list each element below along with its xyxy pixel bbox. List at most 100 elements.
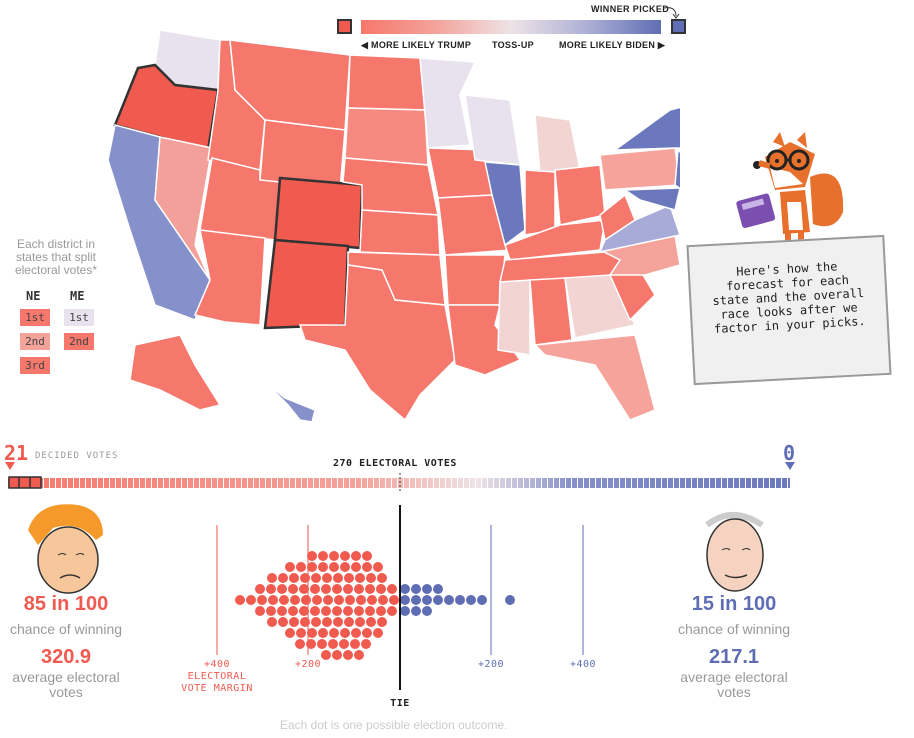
legend-trump-swatch [337, 19, 352, 34]
outcome-dot-trump [255, 606, 265, 616]
outcome-dot-trump [321, 606, 331, 616]
biden-marker-icon [785, 462, 795, 470]
mascot-speech-bubble: Here's how the forecast for each state a… [686, 234, 892, 386]
state-mn [419, 57, 477, 149]
state-ar [444, 254, 506, 306]
outcome-dot-trump [376, 584, 386, 594]
outcome-dot-trump [311, 617, 321, 627]
outcome-dot-trump [345, 595, 355, 605]
trump-decided-votes: 21 [4, 441, 29, 465]
outcome-dot-trump [307, 562, 317, 572]
outcome-dot-trump [266, 584, 276, 594]
trump-marker-icon [5, 462, 15, 470]
outcome-dot-trump [351, 628, 361, 638]
state-ak [129, 334, 222, 411]
outcome-dot-trump [318, 562, 328, 572]
outcome-dot-trump [366, 617, 376, 627]
outcome-dot-trump [362, 551, 372, 561]
state-ks [359, 209, 441, 256]
axis-trump-200: +200 [294, 659, 322, 670]
district-me-1st[interactable]: 1st [64, 309, 94, 326]
outcome-dot-trump [277, 606, 287, 616]
outcome-dot-trump [317, 639, 327, 649]
outcome-dot-trump [290, 595, 300, 605]
legend-trump-label: ◀ MORE LIKELY TRUMP [361, 40, 472, 50]
district-me-2nd[interactable]: 2nd [64, 333, 94, 350]
outcome-dot-trump [311, 573, 321, 583]
outcome-dot-trump [362, 562, 372, 572]
outcome-dot-trump [288, 584, 298, 594]
outcome-dot-trump [295, 639, 305, 649]
outcome-dot-trump [340, 628, 350, 638]
state-oh [554, 164, 606, 226]
biden-average-votes: 217.1 [708, 646, 760, 668]
outcome-dot-biden [411, 606, 421, 616]
trump-average-votes: 320.9 [40, 646, 92, 668]
outcome-dot-trump [235, 595, 245, 605]
state-md [622, 187, 680, 211]
decided-votes-label: DECIDED VOTES [35, 451, 119, 461]
axis-trump-400: +400 [203, 659, 231, 670]
outcome-dot-trump [373, 628, 383, 638]
outcome-dot-trump [321, 584, 331, 594]
electoral-vote-bar[interactable] [8, 473, 790, 493]
state-nd [347, 54, 426, 111]
outcome-dot-trump [354, 584, 364, 594]
outcome-dot-trump [355, 573, 365, 583]
outcome-dot-trump [344, 617, 354, 627]
district-ne-3rd[interactable]: 3rd [20, 357, 50, 374]
outcome-dot-trump [257, 595, 267, 605]
district-ne-1st[interactable]: 1st [20, 309, 50, 326]
outcome-dot-trump [373, 562, 383, 572]
outcome-dot-trump [332, 584, 342, 594]
outcome-dot-trump [278, 573, 288, 583]
outcome-dot-trump [376, 606, 386, 616]
biden-chance: 15 in 100 [691, 593, 777, 615]
outcome-dot-trump [332, 606, 342, 616]
outcome-dot-trump [268, 595, 278, 605]
outcome-dot-trump [344, 573, 354, 583]
district-ne-2nd[interactable]: 2nd [20, 333, 50, 350]
outcome-dot-biden [411, 584, 421, 594]
outcome-dot-trump [300, 573, 310, 583]
outcome-dot-trump [285, 628, 295, 638]
outcome-dot-biden [433, 584, 443, 594]
outcome-dot-trump [378, 595, 388, 605]
state-nm [263, 238, 350, 330]
outcome-dot-biden [400, 606, 410, 616]
outcome-dot-trump [365, 584, 375, 594]
state-in [524, 169, 556, 236]
legend-biden-swatch [671, 19, 686, 34]
outcome-dot-trump [343, 650, 353, 660]
state-ms [497, 279, 531, 356]
state-az [193, 229, 266, 326]
outcome-dot-trump [362, 628, 372, 638]
state-tx [298, 264, 456, 422]
outcome-dot-trump [387, 606, 397, 616]
trump-average-label: average electoral votes [12, 669, 120, 700]
outcome-dot-trump [350, 639, 360, 649]
outcome-dot-trump [296, 628, 306, 638]
biden-portrait-icon [705, 512, 764, 592]
outcome-dot-trump [278, 617, 288, 627]
outcome-dot-biden [400, 595, 410, 605]
outcome-dot-trump [288, 606, 298, 616]
outcome-dot-trump [329, 562, 339, 572]
outcome-dot-trump [340, 551, 350, 561]
outcome-dot-trump [356, 595, 366, 605]
tie-label: TIE [390, 698, 410, 709]
outcome-dot-trump [340, 562, 350, 572]
outcome-dot-biden [422, 584, 432, 594]
outcome-dot-trump [339, 639, 349, 649]
outcome-dot-trump [289, 617, 299, 627]
biden-average-label: average electoral votes [680, 669, 788, 700]
outcome-dot-trump [343, 606, 353, 616]
outcome-dot-trump [318, 551, 328, 561]
threshold-label: 270 ELECTORAL VOTES [333, 458, 457, 469]
state-mi [534, 114, 581, 176]
outcome-dot-trump [329, 551, 339, 561]
outcome-dot-biden [411, 595, 421, 605]
state-hi [267, 384, 316, 423]
outcome-dot-biden [477, 595, 487, 605]
us-map[interactable] [100, 20, 680, 430]
